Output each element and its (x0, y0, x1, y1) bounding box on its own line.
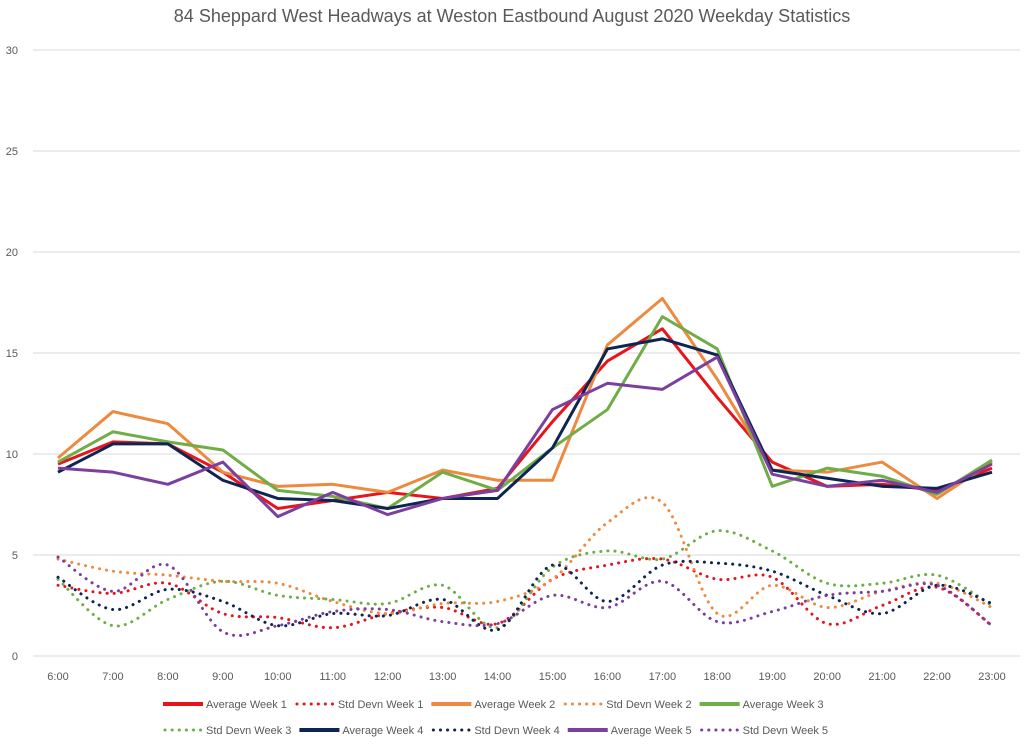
x-tick-label: 9:00 (212, 671, 233, 683)
series-line-average-week-3 (57, 315, 993, 511)
legend-label: Std Devn Week 1 (338, 699, 423, 711)
legend-item: Average Week 3 (699, 699, 824, 711)
legend-label: Std Devn Week 2 (606, 699, 691, 711)
y-tick-label: 10 (6, 449, 18, 461)
series-line-average-week-4 (57, 337, 993, 511)
x-tick-label: 13:00 (429, 671, 457, 683)
x-tick-label: 7:00 (102, 671, 123, 683)
x-tick-label: 11:00 (319, 671, 346, 683)
legend-item: Std Devn Week 5 (700, 725, 828, 737)
legend-label: Average Week 3 (743, 699, 824, 711)
series-line-std-devn-week-3 (56, 529, 994, 630)
legend-item: Average Week 2 (431, 699, 555, 711)
y-tick-label: 30 (6, 45, 18, 57)
x-tick-label: 23:00 (978, 671, 1006, 683)
legend-item: Std Devn Week 3 (163, 725, 291, 737)
series-line-std-devn-week-2 (56, 495, 994, 618)
legend-label: Std Devn Week 5 (743, 725, 828, 737)
legend-label: Average Week 1 (206, 699, 287, 711)
x-tick-label: 22:00 (923, 671, 951, 683)
series-line-average-week-5 (57, 355, 993, 519)
legend-item: Average Week 4 (299, 725, 423, 737)
x-tick-label: 18:00 (704, 671, 732, 683)
chart-title: 84 Sheppard West Headways at Weston East… (173, 6, 851, 26)
legend-label: Std Devn Week 4 (474, 725, 559, 737)
legend-label: Average Week 5 (611, 725, 692, 737)
legend-label: Std Devn Week 3 (206, 725, 291, 737)
legend-item: Average Week 5 (567, 725, 692, 737)
x-tick-label: 19:00 (758, 671, 786, 683)
x-axis-ticks: 6:00 7:00 8:00 9:00 10:00 11:00 12:00 13:00 14:0… (47, 671, 1005, 683)
legend-item: Std Devn Week 2 (563, 699, 692, 711)
x-tick-label: 16:00 (594, 671, 622, 683)
series-line-std-devn-week-1 (56, 556, 994, 630)
legend: Average Week 1 Std Devn Week 1 Average Wee… (163, 699, 828, 737)
x-tick-label: 15:00 (539, 671, 567, 683)
y-tick-label: 20 (6, 247, 18, 259)
x-tick-label: 12:00 (374, 671, 402, 683)
x-tick-label: 20:00 (813, 671, 841, 683)
x-tick-label: 6:00 (47, 671, 68, 683)
series-line-std-devn-week-4 (56, 559, 994, 632)
x-tick-label: 21:00 (868, 671, 896, 683)
legend-label: Average Week 4 (342, 725, 423, 737)
x-tick-label: 8:00 (157, 671, 178, 683)
legend-item: Average Week 1 (163, 699, 287, 711)
legend-item: Std Devn Week 1 (295, 699, 423, 711)
y-tick-label: 25 (6, 146, 18, 158)
legend-item: Std Devn Week 4 (431, 725, 560, 737)
y-tick-label: 0 (12, 651, 18, 663)
y-tick-label: 15 (6, 348, 18, 360)
x-tick-label: 17:00 (649, 671, 677, 683)
series-lines (56, 296, 994, 638)
x-tick-label: 14:00 (484, 671, 512, 683)
x-tick-label: 10:00 (264, 671, 292, 683)
y-tick-label: 5 (12, 550, 18, 562)
y-axis-ticks: 0 5 10 15 20 25 30 (6, 45, 18, 663)
gridlines (33, 49, 1020, 657)
legend-label: Average Week 2 (474, 699, 555, 711)
